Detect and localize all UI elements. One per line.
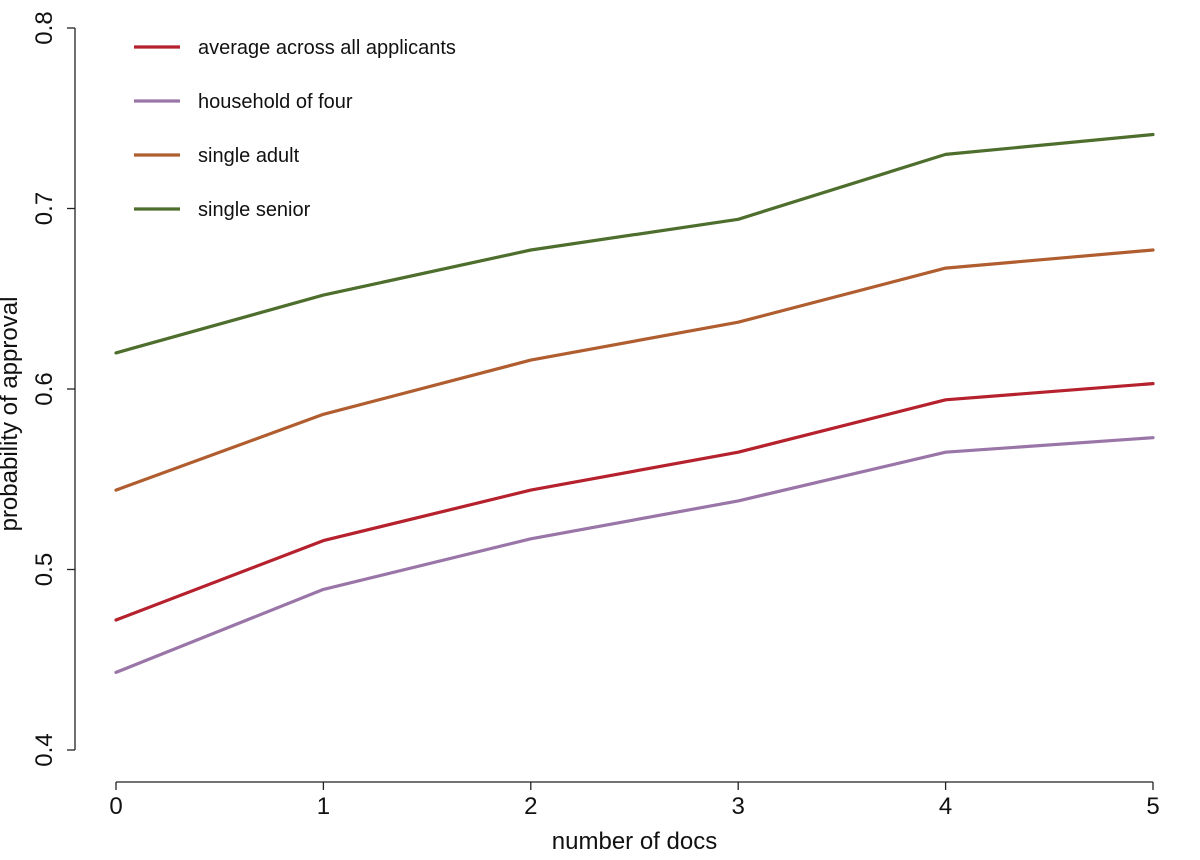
legend: average across all applicants household o… xyxy=(134,37,456,221)
y-tick-label: 0.6 xyxy=(31,372,58,405)
y-tick-label: 0.8 xyxy=(31,11,58,44)
x-tick-label: 4 xyxy=(939,793,952,820)
y-tick-label: 0.5 xyxy=(31,553,58,586)
y-tick-label: 0.7 xyxy=(31,192,58,225)
series-line-1 xyxy=(114,382,1155,622)
x-axis-title: number of docs xyxy=(552,828,717,855)
y-axis-title: probability of approval xyxy=(0,297,23,532)
x-tick-label: 3 xyxy=(732,793,745,820)
x-tick-label: 1 xyxy=(317,793,330,820)
axes: 0.4 0.5 0.6 0.7 0.8 0 1 2 3 4 5 xyxy=(31,11,1160,820)
x-axis-ticks: 0 1 2 3 4 5 xyxy=(109,782,1160,820)
legend-label-3: single adult xyxy=(198,145,300,167)
legend-label-4: single senior xyxy=(198,199,311,221)
x-tick-label: 0 xyxy=(109,793,122,820)
y-tick-label: 0.4 xyxy=(31,733,58,766)
series-lines xyxy=(114,132,1155,675)
x-tick-label: 2 xyxy=(524,793,537,820)
legend-label-1: average across all applicants xyxy=(198,37,456,59)
legend-label-2: household of four xyxy=(198,91,353,113)
series-line-2 xyxy=(114,436,1155,675)
series-line-3 xyxy=(114,248,1155,492)
x-tick-label: 5 xyxy=(1146,793,1159,820)
y-axis-ticks: 0.4 0.5 0.6 0.7 0.8 xyxy=(31,11,75,767)
series-line-4 xyxy=(114,132,1155,355)
